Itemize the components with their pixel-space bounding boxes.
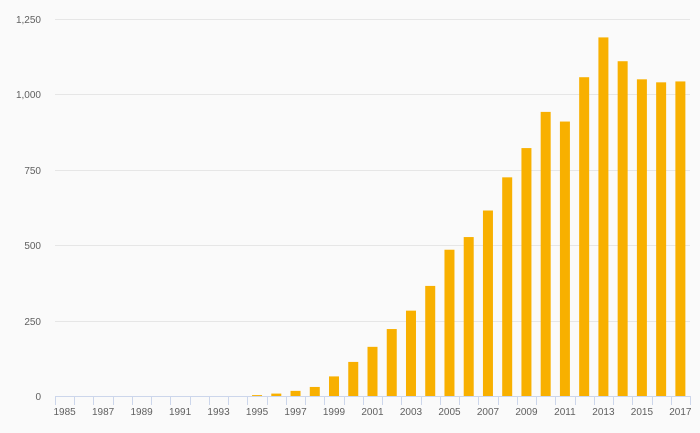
x-axis <box>55 396 691 405</box>
bar <box>559 121 570 396</box>
bar <box>675 81 686 396</box>
bar <box>367 346 378 396</box>
bar <box>309 386 320 396</box>
bar <box>636 79 647 396</box>
x-tick-label: 1993 <box>207 407 230 418</box>
y-tick-label: 750 <box>24 166 41 177</box>
bar <box>348 361 359 396</box>
x-tick-label: 1995 <box>246 407 269 418</box>
x-tick-label: 2017 <box>669 407 692 418</box>
bar <box>425 285 436 396</box>
bar <box>405 310 416 396</box>
x-tick-label: 1989 <box>130 407 153 418</box>
y-tick-label: 0 <box>35 392 41 403</box>
gridlines <box>55 19 690 322</box>
bar <box>617 61 628 396</box>
x-axis-labels: 1985 1987 1989 1991 1993 1995 1997 1999 2001 2003… <box>53 407 691 418</box>
y-tick-label: 500 <box>24 241 41 252</box>
x-tick-label: 2005 <box>438 407 461 418</box>
bar <box>482 210 493 396</box>
bar <box>386 329 397 396</box>
x-tick-label: 2013 <box>592 407 615 418</box>
y-tick-label: 1,000 <box>16 90 41 101</box>
x-tick-label: 1991 <box>169 407 192 418</box>
y-tick-label: 250 <box>24 317 41 328</box>
x-tick-label: 2011 <box>554 407 576 418</box>
y-tick-label: 1,250 <box>16 15 41 26</box>
x-tick-label: 2001 <box>361 407 384 418</box>
x-tick-label: 1987 <box>92 407 115 418</box>
x-tick-label: 1999 <box>323 407 346 418</box>
bar <box>656 82 667 396</box>
bar <box>502 177 513 396</box>
bar <box>540 111 551 397</box>
x-tick-label: 2015 <box>631 407 654 418</box>
bar <box>329 376 340 396</box>
x-tick-label: 2003 <box>400 407 423 418</box>
bar <box>271 393 282 396</box>
x-tick-label: 2007 <box>477 407 500 418</box>
bar <box>579 77 590 396</box>
y-axis-labels: 0 250 500 750 1,000 1,250 <box>16 15 41 403</box>
bars <box>252 37 686 397</box>
x-tick-label: 1997 <box>284 407 307 418</box>
bar <box>444 249 455 396</box>
bar <box>290 390 301 396</box>
x-tick-label: 1985 <box>53 407 76 418</box>
x-tick-label: 2009 <box>515 407 538 418</box>
bar <box>521 148 532 396</box>
bar <box>252 395 263 396</box>
bar <box>463 237 474 396</box>
bar <box>598 37 609 397</box>
